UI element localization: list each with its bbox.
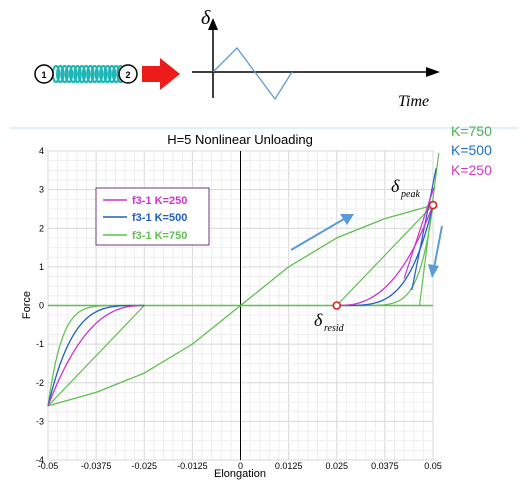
loading-arrow-shaft [290,218,345,251]
node-2-label: 2 [125,70,130,80]
side-labels: K=750 K=500 K=250 [451,123,492,178]
delta-resid-subscript: resid [324,323,345,334]
y-tick-label: 4 [39,146,44,156]
legend-label-k750: f3-1 K=750 [132,230,187,242]
resid-marker [332,301,342,310]
tick-labels: -0.05 -0.0375 -0.025 -0.0125 0 0.0125 0.025 0.0… [36,146,442,471]
x-tick-label: 0.0375 [371,461,399,471]
node-1-label: 1 [41,70,46,80]
k750-unload-neg-straight [47,305,145,407]
spring-coil-loop [60,64,69,84]
spring-coil-loop [99,64,108,84]
time-axis-arrow-icon [426,67,440,77]
spring-coil-loop [94,64,104,84]
x-tick-label: 0.0125 [275,461,303,471]
peak-annotation: δ peak [391,176,420,200]
unloading-arrow-shaft [433,225,443,269]
y-tick-label: 0 [39,301,44,311]
spring-coil-loop [86,64,95,84]
unloading-arrow-icon [428,264,439,278]
legend-label-k500: f3-1 K=500 [132,212,187,224]
spring-coil-loop [103,64,112,84]
delta-axis-arrow-icon [208,18,218,30]
legend: f3-1 K=250 f3-1 K=500 f3-1 K=750 [95,187,210,246]
k250-reload-steep [403,187,435,279]
x-tick-label: 0.025 [325,461,348,471]
k500-unload-pos-curve [336,204,434,307]
spring-coil-loop [68,64,78,84]
spring-coil-loop [64,64,74,84]
delta-history-line [212,47,293,101]
x-tick-label: -0.0375 [81,461,112,471]
y-tick-label: -1 [36,339,44,349]
time-axis-label: Time [398,93,429,110]
x-tick-label: -0.05 [38,461,59,471]
time-history-plot: δ Time [192,7,440,110]
y-tick-label: -3 [36,416,44,426]
chart: -0.05 -0.0375 -0.025 -0.0125 0 0.0125 0.025 0.0… [21,123,492,480]
direction-arrows [290,214,443,278]
spring-coil-loop [73,64,82,84]
spring-schematic: 1 2 [34,58,180,90]
k250-unload-neg-curve [47,304,145,407]
y-axis-label: Force [21,291,33,319]
y-tick-label: 3 [39,185,44,195]
k500-reload-steep [411,168,437,291]
side-label-k750: K=750 [451,123,492,139]
k750-unload-pos-straight [336,204,434,306]
spring-coil-loop [107,64,117,84]
loading-arrow-icon [340,214,354,225]
spring-coil-loop [55,64,65,84]
series-lines [47,152,440,407]
x-tick-label: 0 [238,461,243,471]
backbone-line [47,204,434,407]
x-tick-label: -0.025 [131,461,157,471]
spring-coil [51,64,125,84]
k250-unload-pos-curve [336,204,434,307]
chart-title: H=5 Nonlinear Unloading [167,132,313,147]
delta-resid-symbol: δ [314,310,323,330]
spring-coil-loop [77,64,87,84]
delta-axis-label: δ [201,7,211,29]
peak-marker [428,200,438,210]
resid-annotation: δ resid [314,310,345,334]
delta-peak-symbol: δ [391,176,400,196]
legend-label-k250: f3-1 K=250 [132,195,187,207]
delta-peak-subscript: peak [400,189,420,200]
side-label-k250: K=250 [451,162,492,178]
spring-coil-loop [90,64,100,84]
y-tick-label: 1 [39,262,44,272]
y-tick-label: 2 [39,223,44,233]
x-axis-label: Elongation [214,468,266,480]
load-arrow-icon [142,58,180,90]
k750-reload-steep [418,152,440,306]
x-tick-label: -0.0125 [177,461,208,471]
y-tick-label: -4 [36,455,44,465]
x-tick-label: 0.05 [424,461,442,471]
node-2-circle [118,64,138,84]
spring-coil-loop [81,64,91,84]
y-tick-label: -2 [36,378,44,388]
node-1-circle [34,64,54,84]
k500-unload-neg-curve [47,304,145,407]
side-label-k500: K=500 [451,142,492,158]
